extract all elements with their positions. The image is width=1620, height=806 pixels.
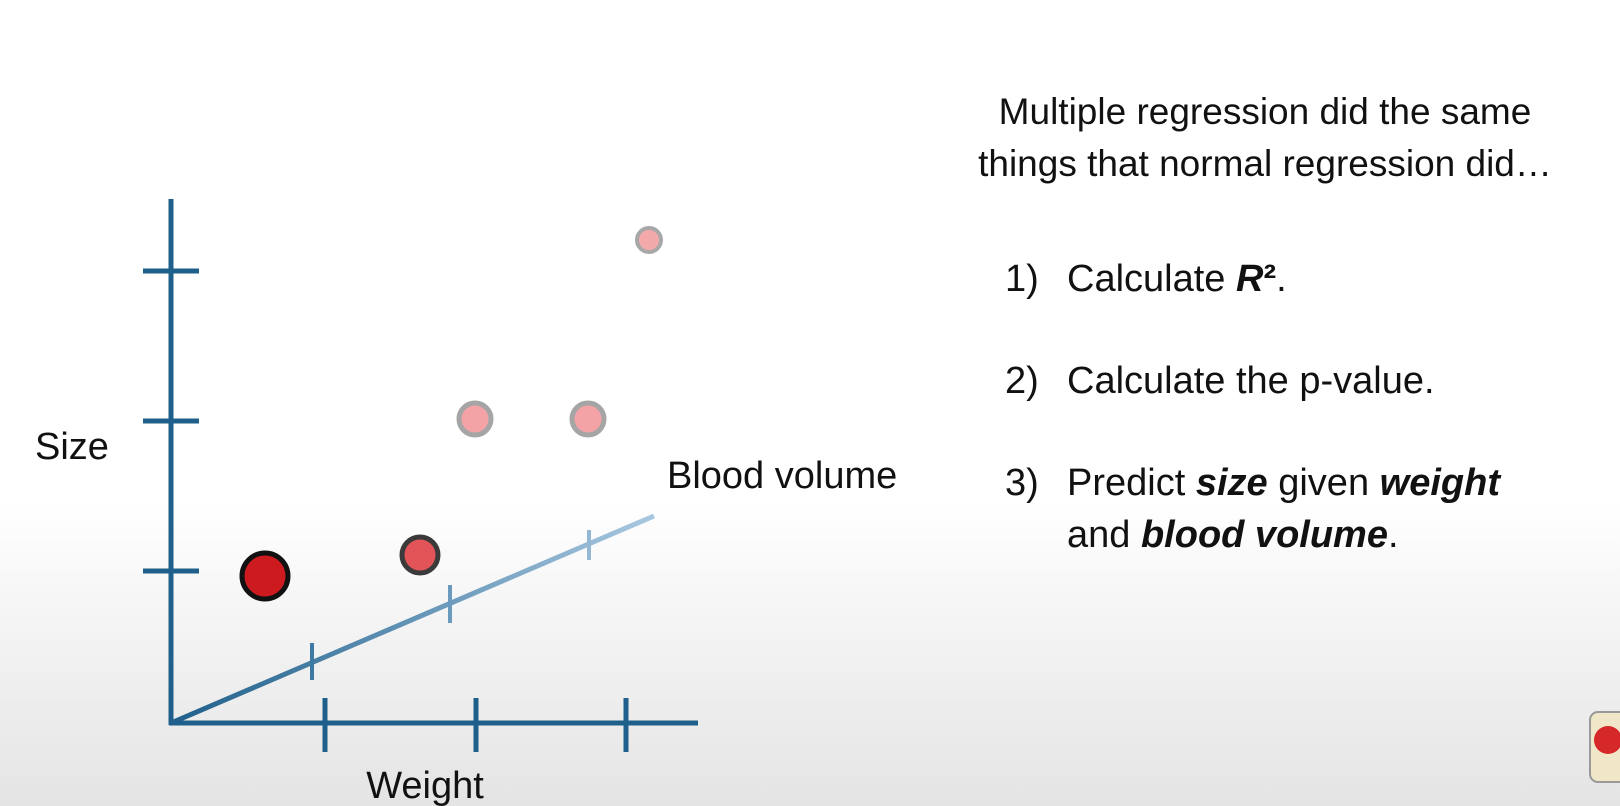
list-item: 2) Calculate the p-value. <box>1005 355 1435 407</box>
item-part: blood volume <box>1140 514 1388 556</box>
point <box>456 400 494 438</box>
heading: Multiple regression did the same things … <box>920 86 1610 190</box>
item-part: Calculate <box>1067 258 1226 300</box>
list-item: 1) Calculate R². <box>1005 253 1287 305</box>
point <box>239 550 291 602</box>
logo <box>1589 711 1620 783</box>
item-text: Predict size given weight and blood volum… <box>1067 457 1500 561</box>
z-axis <box>170 513 655 726</box>
item-number: 2) <box>1005 360 1039 402</box>
item-part: . <box>1276 258 1287 300</box>
point <box>569 400 607 438</box>
point <box>635 226 663 254</box>
point <box>399 534 441 576</box>
heading-line: Multiple regression did the same <box>998 91 1532 132</box>
item-part: weight <box>1379 462 1500 504</box>
list-item: 3) Predict size given weight and blood vol… <box>1005 457 1500 561</box>
y-label: Size <box>35 426 109 468</box>
item-part: and <box>1067 514 1131 556</box>
item-part: size <box>1195 462 1268 504</box>
item-part: given <box>1278 462 1370 504</box>
item-number: 1) <box>1005 258 1039 300</box>
item-part: R <box>1235 258 1264 300</box>
item-part: Calculate the p-value. <box>1067 360 1435 402</box>
heading-line: things that normal regression did… <box>978 143 1552 184</box>
item-part: . <box>1387 514 1399 556</box>
item-part: ² <box>1263 258 1277 300</box>
z-label: Blood volume <box>667 455 897 497</box>
item-part: Predict <box>1067 462 1186 504</box>
item-number: 3) <box>1005 462 1039 504</box>
axes <box>143 199 698 752</box>
x-label: Weight <box>366 765 484 806</box>
logo-mark <box>1594 726 1620 754</box>
item-text: Calculate the p-value. <box>1067 355 1435 407</box>
item-text: Calculate R². <box>1067 253 1287 305</box>
